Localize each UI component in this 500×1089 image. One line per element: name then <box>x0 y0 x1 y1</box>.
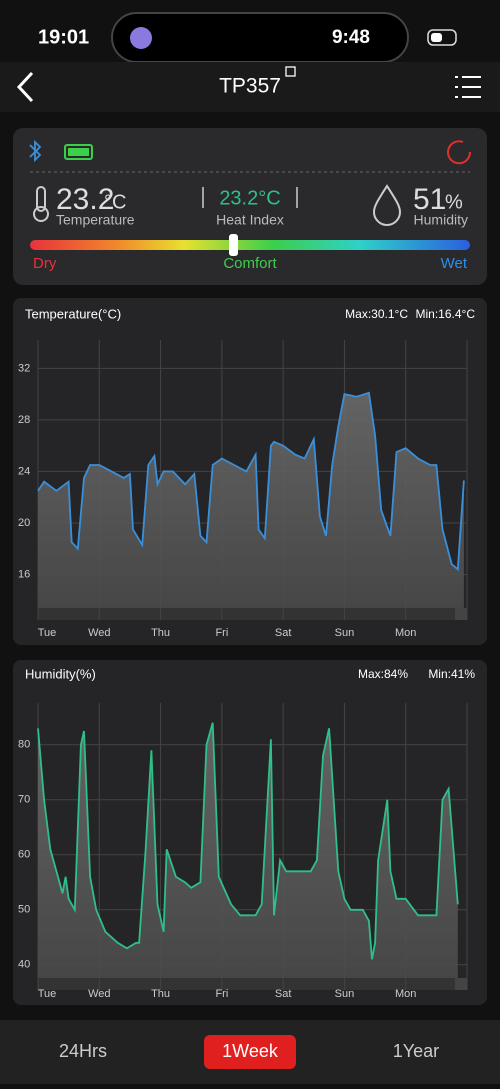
plot-footer <box>38 608 467 620</box>
tab-active[interactable]: 1Week <box>222 1041 279 1061</box>
scale-dry: Dry <box>33 255 57 272</box>
status-time: 19:01 <box>38 26 89 48</box>
battery-icon <box>427 29 457 46</box>
x-tick-label: Wed <box>88 627 110 639</box>
chart-min: Min:41% <box>428 667 475 681</box>
device-battery <box>64 144 93 160</box>
data-line <box>37 391 465 572</box>
y-tick-label: 32 <box>18 362 30 374</box>
temperature-unit: °C <box>104 191 126 213</box>
y-tick-label: 24 <box>18 465 30 477</box>
plot-footer-end <box>455 978 467 990</box>
heat-index-label: Heat Index <box>216 212 284 228</box>
avatar-icon <box>130 27 152 49</box>
chart-max: Max:30.1°C <box>345 307 408 321</box>
comfort-slider <box>229 234 238 256</box>
x-tick-label: Tue <box>38 627 57 639</box>
humidity-icon <box>372 184 402 226</box>
refresh-button[interactable] <box>447 140 472 165</box>
comfort-scale <box>30 240 470 250</box>
y-tick-label: 80 <box>18 739 30 751</box>
humidity-label: Humidity <box>414 212 468 228</box>
x-tick-label: Thu <box>151 627 170 639</box>
x-tick-label: Fri <box>215 627 228 639</box>
chart-min: Min:16.4°C <box>416 307 476 321</box>
data-line <box>37 722 459 960</box>
chart-max: Max:84% <box>358 667 408 681</box>
y-tick-label: 28 <box>18 414 30 426</box>
header-bar <box>0 62 500 112</box>
x-tick-label: Mon <box>395 988 416 1000</box>
y-tick-label: 70 <box>18 794 30 806</box>
edit-icon[interactable] <box>285 66 296 77</box>
scale-comfort: Comfort <box>223 255 277 272</box>
thermometer-bulb <box>33 206 49 222</box>
thermometer-icon <box>36 186 46 212</box>
back-button[interactable] <box>16 71 34 103</box>
y-tick-label: 16 <box>18 568 30 580</box>
humidity-value: 51 <box>413 183 446 216</box>
humidity-unit: % <box>445 191 463 213</box>
bluetooth-icon <box>29 139 42 163</box>
area-fill <box>38 392 464 608</box>
device-title: TP357 <box>219 75 281 98</box>
x-tick-label: Wed <box>88 988 110 1000</box>
heat-index-value: 23.2°C <box>219 187 280 209</box>
y-tick-label: 50 <box>18 904 30 916</box>
x-tick-label: Fri <box>215 988 228 1000</box>
x-tick-label: Thu <box>151 988 170 1000</box>
x-tick-label: Mon <box>395 627 416 639</box>
menu-button[interactable] <box>455 76 481 98</box>
x-tick-label: Tue <box>38 988 57 1000</box>
chart-title: Humidity(%) <box>25 666 96 681</box>
x-tick-label: Sat <box>275 627 292 639</box>
temperature-value: 23.2 <box>56 183 114 216</box>
plot-footer-end <box>455 608 467 620</box>
area-fill <box>38 722 458 978</box>
y-tick-label: 40 <box>18 959 30 971</box>
y-tick-label: 20 <box>18 517 30 529</box>
chart-title: Temperature(°C) <box>25 306 121 321</box>
island-time: 9:48 <box>332 27 370 48</box>
battery-level <box>431 33 442 42</box>
device-battery-level <box>68 148 89 156</box>
tab[interactable]: 24Hrs <box>59 1041 107 1061</box>
scale-wet: Wet <box>441 255 468 272</box>
tab[interactable]: 1Year <box>393 1041 439 1061</box>
x-tick-label: Sun <box>335 988 355 1000</box>
x-tick-label: Sat <box>275 988 292 1000</box>
x-tick-label: Sun <box>335 627 355 639</box>
temperature-label: Temperature <box>56 212 135 228</box>
y-tick-label: 60 <box>18 849 30 861</box>
active-tab-bg <box>204 1035 296 1069</box>
plot-footer <box>38 978 467 990</box>
